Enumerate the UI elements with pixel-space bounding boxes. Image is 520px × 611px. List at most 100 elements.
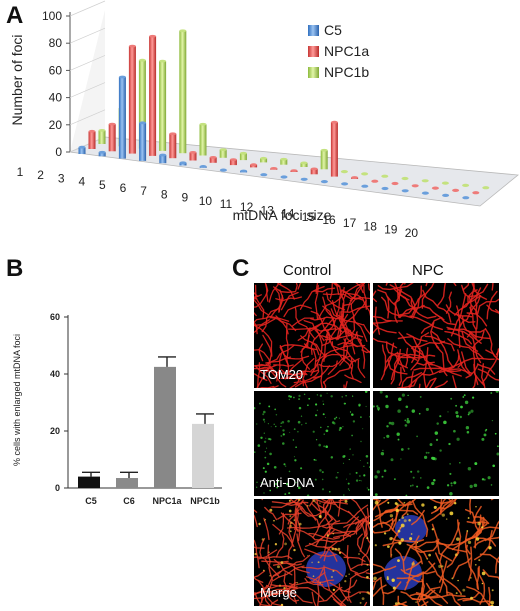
chart-a-legend: C5 NPC1a NPC1b <box>308 22 369 80</box>
chart-a-ytick-label: 100 <box>42 9 62 23</box>
chart-a-xtick-label: 5 <box>99 178 106 192</box>
panel-label-c: C <box>232 255 250 282</box>
chart-b-ytick-label: 60 <box>50 312 60 322</box>
chart-a-bar-cap <box>169 132 177 136</box>
chart-a-bar-npc1b-9 <box>260 158 268 163</box>
chart-a-bar-cap <box>270 166 278 170</box>
chart-a-xtick-label: 4 <box>78 175 85 189</box>
chart-a-xtick-label: 2 <box>37 168 44 182</box>
chart-a-zero-marker <box>442 193 450 197</box>
micrograph-npc-tom20 <box>373 283 499 388</box>
chart-a-bar-cap <box>88 129 96 133</box>
chart-a-bar-cap <box>310 167 318 171</box>
micrograph-control-merge: Merge <box>254 499 370 606</box>
chart-a-zero-marker <box>462 196 470 200</box>
chart-a-ytick-label: 80 <box>49 36 63 50</box>
chart-a-bar-c5-5 <box>159 155 167 164</box>
micrograph-control-antidna: Anti-DNA <box>254 391 370 496</box>
chart-a-zero-marker <box>452 188 460 192</box>
chart-a-bar-cap <box>108 122 116 126</box>
chart-a-bar-cap <box>118 75 126 79</box>
chart-a-xtick-label: 17 <box>343 216 357 230</box>
chart-a-zero-marker <box>381 174 389 178</box>
chart-a-bar-c5-1 <box>78 147 86 154</box>
chart-a-gridline <box>69 82 106 98</box>
panel-c-col-control: Control <box>283 262 332 279</box>
chart-a-bar-cap <box>159 153 167 157</box>
chart-b-xtick-label: NPC1b <box>190 496 220 506</box>
chart-a-zero-marker <box>280 175 288 179</box>
micrograph-label-merge: Merge <box>260 585 297 600</box>
chart-a-bar-c5-2 <box>98 152 106 157</box>
chart-b-bar-npc1b <box>192 423 214 488</box>
chart-a-gridline <box>69 27 106 44</box>
chart-a-xtick-label: 1 <box>17 165 24 179</box>
panel-label-b: B <box>6 255 24 282</box>
chart-a-legend-swatch <box>308 25 319 36</box>
chart-a-bar-cap <box>219 148 227 152</box>
chart-a-zero-marker <box>391 181 399 186</box>
chart-b-ytick-label: 0 <box>55 483 60 493</box>
chart-a-ytick-label: 40 <box>49 91 63 105</box>
chart-a-bar-npc1a-12 <box>310 168 318 175</box>
chart-a-zero-marker <box>431 186 439 190</box>
chart-a-xtick-label: 18 <box>364 219 378 233</box>
chart-a-bar-npc1a-3 <box>128 46 136 154</box>
chart-a-ytick-label: 0 <box>55 145 62 159</box>
chart-a-bar-npc1a-5 <box>169 133 177 159</box>
chart-a-bar-npc1a-1 <box>88 131 96 149</box>
chart-a-zero-marker <box>219 168 227 172</box>
chart-b-ytick-label: 20 <box>50 426 60 436</box>
chart-a-bar-npc1a-8 <box>229 159 237 166</box>
panel-c-col-npc: NPC <box>412 262 444 279</box>
chart-a-xtick-label: 8 <box>161 187 168 201</box>
chart-a-bar-c5-3 <box>118 77 126 159</box>
chart-a-bar-npc1b-6 <box>199 124 207 156</box>
micrograph-npc-antidna <box>373 391 499 496</box>
chart-a-legend-swatch <box>308 46 319 57</box>
chart-a-bar-npc1b-8 <box>239 153 247 161</box>
chart-a-xtick-label: 9 <box>181 191 188 205</box>
chart-a-zero-marker <box>401 189 409 193</box>
chart-b-bar-c5 <box>78 476 100 488</box>
chart-a-xtick-label: 10 <box>199 194 213 208</box>
chart-a-bar-cap <box>199 165 207 168</box>
chart-a-bar-cap <box>98 129 106 132</box>
micrograph-npc-merge <box>373 499 499 606</box>
chart-a-xtick-label: 13 <box>261 203 275 217</box>
chart-a-bar-cap <box>209 155 217 159</box>
chart-a-legend-entry: NPC1a <box>324 43 369 59</box>
chart-b-xtick-label: NPC1a <box>152 496 182 506</box>
chart-a-bar-cap <box>149 34 157 38</box>
chart-a-bar-npc1b-12 <box>320 150 328 170</box>
chart-a-bar-c5-4 <box>139 122 147 161</box>
chart-a-zero-marker <box>300 177 308 181</box>
chart-a-xtick-label: 11 <box>220 197 233 211</box>
chart-a-bar-cap <box>78 145 86 149</box>
chart-a-bar-cap <box>159 59 167 63</box>
chart-a-bar-npc1b-4 <box>159 61 167 151</box>
chart-a-bar-npc1b-7 <box>219 149 227 158</box>
chart-a-bar-npc1a-7 <box>209 157 217 163</box>
chart-a-zero-marker <box>361 184 369 188</box>
chart-a-legend-entry: C5 <box>324 22 342 38</box>
chart-a-gridline <box>69 109 106 126</box>
chart-a-bar-cap <box>351 176 359 179</box>
chart-a-bar-cap <box>330 120 338 124</box>
micrograph-label-tom20: TOM20 <box>260 367 304 382</box>
chart-a-xlabel: mtDNA foci size <box>233 207 332 223</box>
chart-a-bar-cap <box>179 29 187 33</box>
chart-a-bar-cap <box>98 150 106 154</box>
chart-a-zero-marker <box>421 191 429 195</box>
chart-a-bar-cap <box>128 44 136 48</box>
chart-a-bar-cap <box>138 58 146 62</box>
chart-a-zero-marker <box>260 173 268 177</box>
chart-a-zero-marker <box>320 180 328 184</box>
chart-a-gridline <box>69 55 106 71</box>
chart-a-bar-npc1b-3 <box>138 60 146 149</box>
chart-a-bar-npc1b-11 <box>300 162 308 167</box>
chart-a-xtick-label: 15 <box>302 210 316 224</box>
chart-a-xtick-label: 16 <box>322 213 336 227</box>
chart-a-bar-cap <box>290 169 298 173</box>
